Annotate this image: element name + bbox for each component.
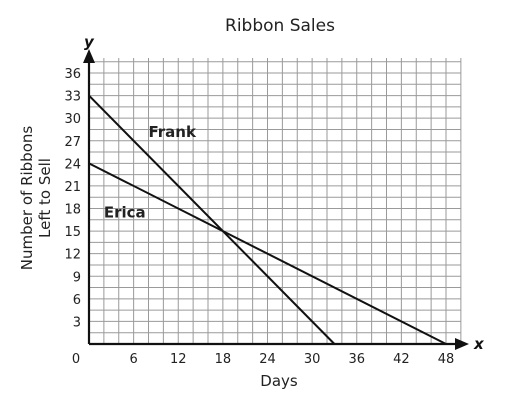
y-tick-label: 3 [73,315,81,330]
x-tick-label: 12 [170,352,187,367]
series-labels: Frank Erica [104,123,197,222]
x-tick-label: 18 [215,352,232,367]
y-axis-title: Number of RibbonsLeft to Sell [18,126,54,271]
y-tick-label: 9 [73,270,81,285]
chart-title: Ribbon Sales [225,16,335,36]
y-tick-label: 27 [64,135,81,150]
x-tick-label: 24 [259,352,276,367]
y-tick-label: 12 [64,248,81,263]
y-axis-title-line: Number of Ribbons [18,126,36,271]
axes: xy [83,33,485,353]
x-axis-title: Days [260,372,298,390]
x-tick-label: 48 [438,352,455,367]
x-axis-letter: x [473,335,485,353]
x-tick-label: 6 [129,352,137,367]
series-label-frank: Frank [149,123,197,141]
y-tick-label: 24 [64,157,81,172]
y-tick-label: 6 [73,293,81,308]
grid [89,57,462,344]
x-tick-label: 0 [72,352,80,367]
x-axis-arrow [455,338,469,350]
x-tick-label: 42 [393,352,410,367]
series-lines [88,94,447,345]
y-axis-arrow [83,49,95,63]
y-axis-title-line: Left to Sell [36,158,54,238]
y-tick-label: 33 [64,90,81,105]
y-tick-label: 21 [64,180,81,195]
y-tick-label: 36 [64,67,81,82]
y-tick-label: 30 [64,112,81,127]
x-tick-label: 36 [348,352,365,367]
x-tick-label: 30 [304,352,321,367]
y-axis-letter: y [84,33,95,51]
series-label-erica: Erica [104,204,146,222]
y-tick-label: 15 [64,225,81,240]
series-line-erica [88,162,447,345]
y-tick-label: 18 [64,203,81,218]
series-line-frank [88,94,336,345]
